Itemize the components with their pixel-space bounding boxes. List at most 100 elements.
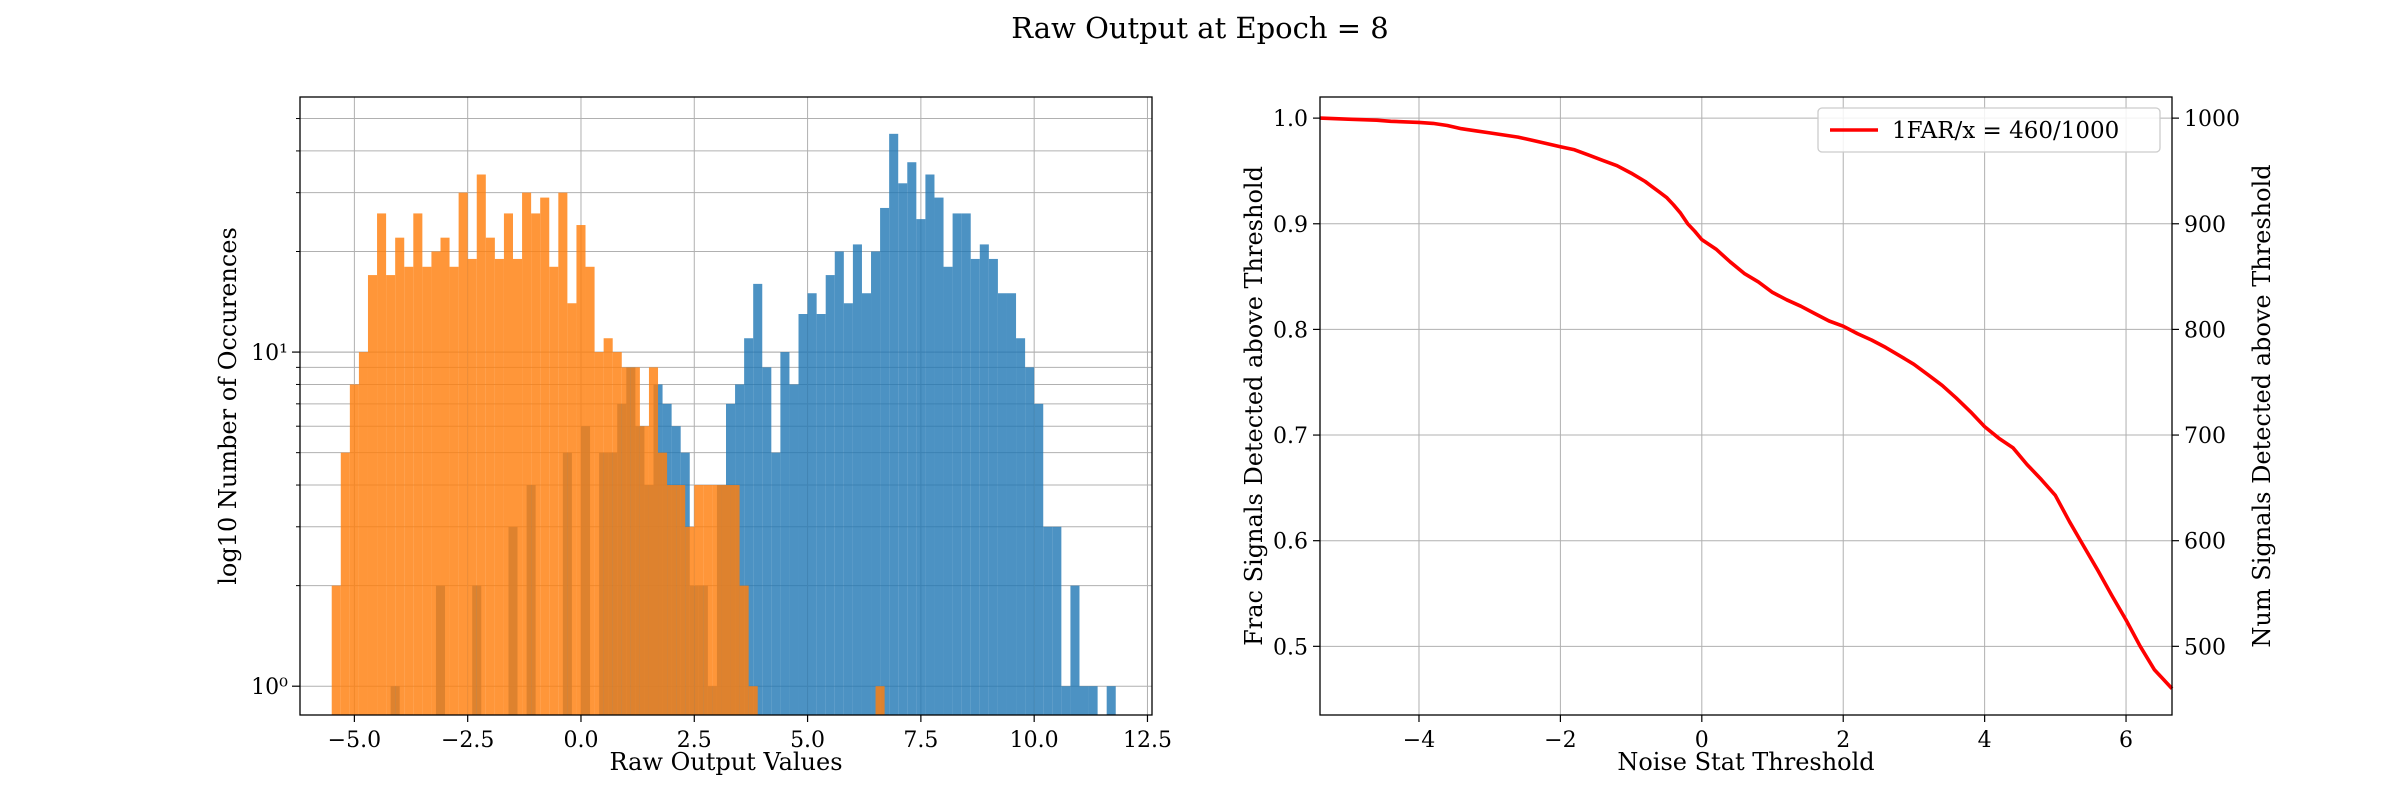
histogram-bar-series-1 xyxy=(1006,293,1017,715)
line-y-ticks: 0.5 0.6 0.7 0.8 0.9 1.0 xyxy=(1273,107,1320,660)
histogram-bar-series-2 xyxy=(413,213,423,715)
histogram-bar-series-2 xyxy=(531,213,541,715)
legend-box xyxy=(1817,107,2161,153)
y-tick-label: 1.0 xyxy=(1273,107,1308,132)
histogram-x-axis-label: Raw Output Values xyxy=(609,748,842,776)
histogram-bar-series-2 xyxy=(712,485,722,715)
histogram-bar-series-1 xyxy=(925,174,935,715)
right-y-tick-label: 700 xyxy=(2184,424,2226,449)
histogram-bar-series-2 xyxy=(676,485,686,715)
histogram-bar-series-2 xyxy=(449,266,459,715)
histogram-bar-series-2 xyxy=(685,526,695,715)
histogram-bar-series-1 xyxy=(1061,686,1071,715)
histogram-bar-series-2 xyxy=(730,485,740,715)
x-tick-label: −2 xyxy=(1544,728,1576,753)
histogram-bar-series-2 xyxy=(377,213,387,715)
histogram-bar-series-1 xyxy=(1106,686,1116,715)
histogram-bar-series-2 xyxy=(585,266,595,715)
line-x-axis-label: Noise Stat Threshold xyxy=(1617,748,1874,776)
histogram-bar-series-2 xyxy=(639,426,649,715)
histogram-x-ticks: −5.0 −2.5 0.0 2.5 5.0 7.5 10.0 12.5 xyxy=(328,715,1172,753)
histogram-bar-series-1 xyxy=(1088,686,1098,715)
histogram-bar-series-1 xyxy=(934,197,944,715)
histogram-bar-series-1 xyxy=(861,293,872,715)
x-tick-label: −5.0 xyxy=(328,728,381,753)
histogram-bar-series-1 xyxy=(798,314,808,715)
right-y-tick-label: 900 xyxy=(2184,213,2226,238)
histogram-bar-series-1 xyxy=(753,283,763,715)
y-tick-label: 0.8 xyxy=(1273,318,1308,343)
histogram-bar-series-1 xyxy=(1016,338,1026,715)
histogram-bar-series-2 xyxy=(358,352,368,715)
histogram-bar-series-1 xyxy=(852,244,862,715)
histogram-bar-series-1 xyxy=(834,251,844,715)
x-tick-label: 7.5 xyxy=(903,728,938,753)
x-tick-label: 0.0 xyxy=(563,728,598,753)
histogram-bar-series-2 xyxy=(567,303,577,715)
histogram-bar-series-1 xyxy=(1052,526,1062,715)
histogram-bar-series-1 xyxy=(1079,686,1089,715)
histogram-bar-series-2 xyxy=(648,367,659,715)
histogram-bar-series-2 xyxy=(340,452,350,715)
histogram-bar-series-1 xyxy=(1070,585,1080,715)
right-y-tick-label: 800 xyxy=(2184,318,2226,343)
legend-label: 1FAR/x = 460/1000 xyxy=(1892,118,2119,144)
histogram-bar-series-2 xyxy=(621,367,631,715)
histogram-y-axis-label: log10 Number of Occurences xyxy=(214,227,242,585)
histogram-bar-series-1 xyxy=(970,258,980,715)
histogram-bar-series-1 xyxy=(997,293,1007,715)
x-tick-label: −2.5 xyxy=(441,728,494,753)
histogram-bar-series-2 xyxy=(331,585,341,715)
right-y-tick-label: 600 xyxy=(2184,530,2226,555)
histogram-bar-series-1 xyxy=(807,293,817,715)
histogram-bar-series-1 xyxy=(943,266,953,715)
histogram-bar-series-2 xyxy=(503,213,513,715)
histogram-bar-series-1 xyxy=(979,244,989,715)
legend: 1FAR/x = 460/1000 xyxy=(1817,107,2161,153)
x-tick-label: 0 xyxy=(1695,728,1709,753)
histogram-bar-series-2 xyxy=(739,585,749,715)
histogram-bar-series-2 xyxy=(667,485,677,715)
histogram-bar-series-2 xyxy=(395,237,405,715)
x-tick-label: 4 xyxy=(1978,728,1992,753)
y-tick-label: 0.7 xyxy=(1273,424,1308,449)
histogram-bar-series-1 xyxy=(1043,526,1053,715)
histogram-bar-series-1 xyxy=(762,367,772,715)
x-tick-label: 2 xyxy=(1836,728,1850,753)
histogram-bar-series-2 xyxy=(721,485,731,715)
histogram-bar-series-2 xyxy=(494,258,504,715)
histogram-bar-series-2 xyxy=(440,237,450,715)
x-tick-label: −4 xyxy=(1403,728,1435,753)
histogram-bar-series-1 xyxy=(843,303,853,715)
line-y-axis-label: Frac Signals Detected above Threshold xyxy=(1240,166,1268,646)
histogram-bar-series-2 xyxy=(603,338,613,715)
histogram-bar-series-1 xyxy=(961,213,971,715)
x-tick-label: 10.0 xyxy=(1010,728,1059,753)
histogram-y-ticks: 10⁰ 10¹ xyxy=(251,118,300,700)
histogram-bar-series-2 xyxy=(658,452,668,715)
histogram-bar-series-2 xyxy=(875,686,885,715)
histogram-bar-series-2 xyxy=(431,251,441,715)
line-right-y-axis-label: Num Signals Detected above Threshold xyxy=(2248,164,2276,647)
histogram-bar-series-1 xyxy=(871,251,881,715)
x-tick-label: 2.5 xyxy=(677,728,712,753)
histogram-bar-series-1 xyxy=(771,452,781,715)
histogram-bar-series-1 xyxy=(898,183,908,715)
histogram-bar-series-1 xyxy=(1034,403,1044,715)
line-x-ticks: −4 −2 0 2 4 6 xyxy=(1403,715,2133,753)
histogram-bar-series-1 xyxy=(916,219,926,715)
histogram-bars xyxy=(331,133,1116,716)
histogram-bar-series-2 xyxy=(612,352,622,715)
line-grid xyxy=(1320,97,2172,715)
y-tick-label: 10⁰ xyxy=(251,675,288,700)
histogram-bar-series-1 xyxy=(744,338,754,715)
y-tick-label: 0.9 xyxy=(1273,213,1308,238)
histogram-bar-series-1 xyxy=(1025,367,1035,715)
histogram-frame xyxy=(299,96,1153,716)
line-right-y-ticks: 500 600 700 800 900 1000 xyxy=(2172,107,2240,660)
histogram-bar-series-2 xyxy=(422,266,432,715)
histogram-bar-series-2 xyxy=(485,237,495,715)
histogram-bar-series-2 xyxy=(513,258,523,715)
histogram-bar-series-1 xyxy=(907,162,917,715)
